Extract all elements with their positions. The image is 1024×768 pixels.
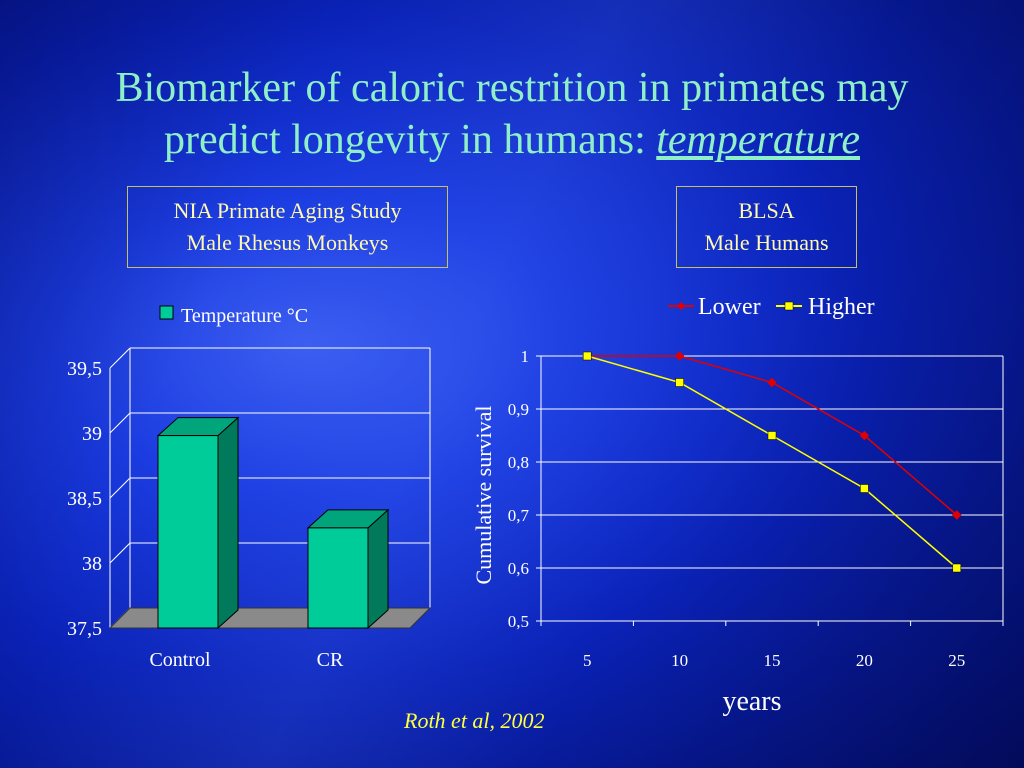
line-point-lower	[674, 351, 685, 361]
citation: Roth et al, 2002	[404, 708, 545, 733]
line-x-tick-label: 15	[764, 651, 781, 670]
slide-title: Biomarker of caloric restrition in prima…	[40, 62, 984, 166]
line-legend-higher-label: Higher	[808, 294, 875, 320]
left-box-line-1: NIA Primate Aging Study	[173, 198, 402, 223]
line-x-tick-label: 20	[856, 651, 873, 670]
bar-grid-side	[109, 477, 131, 499]
line-point-higher	[952, 563, 962, 573]
line-x-tick-label: 5	[583, 651, 592, 670]
line-point-higher	[675, 378, 684, 387]
bar-grid-side	[109, 412, 131, 434]
line-y-tick-label: 0,6	[508, 559, 529, 578]
bar-y-tick-label: 37,5	[67, 618, 102, 640]
bar-legend-swatch	[159, 305, 174, 320]
line-point-lower	[859, 430, 870, 441]
bar-x-tick-label: Control	[149, 649, 211, 671]
study-label-box-left: NIA Primate Aging Study Male Rhesus Monk…	[127, 186, 448, 268]
line-point-lower	[952, 510, 962, 520]
study-label-box-right: BLSA Male Humans	[676, 186, 857, 268]
bar-y-tick-label: 38	[82, 553, 102, 575]
line-legend-lower-marker	[677, 302, 685, 310]
line-point-higher	[767, 431, 777, 440]
line-y-tick-label: 0,8	[508, 453, 529, 472]
title-line-2: predict longevity in humans: temperature	[40, 114, 984, 166]
bar	[307, 527, 369, 629]
bar	[157, 435, 219, 629]
bar-y-tick-label: 39	[82, 423, 102, 445]
line-legend-higher-marker	[784, 301, 794, 311]
line-y-axis-title: Cumulative survival	[471, 405, 496, 584]
line-x-tick-label: 10	[671, 651, 688, 670]
right-box-line-2: Male Humans	[704, 230, 829, 255]
bar-y-tick-label: 38,5	[67, 488, 102, 510]
bar-grid-side	[109, 347, 131, 369]
line-point-higher	[860, 484, 869, 493]
line-x-axis-title: years	[722, 686, 781, 717]
title-line-1: Biomarker of caloric restrition in prima…	[115, 65, 909, 111]
title-emphasis: temperature	[656, 117, 860, 163]
bar-y-tick-label: 39,5	[67, 358, 102, 380]
bar-legend-label: Temperature °C	[181, 305, 308, 327]
line-point-lower	[767, 377, 777, 388]
title-line-2-prefix: predict longevity in humans:	[164, 117, 657, 163]
line-y-tick-label: 0,7	[508, 506, 530, 525]
right-box-line-1: BLSA	[738, 198, 795, 223]
line-x-tick-label: 25	[948, 651, 965, 670]
line-point-higher	[582, 351, 592, 361]
bar-x-tick-label: CR	[317, 649, 344, 671]
bar-grid-side	[109, 542, 131, 564]
left-box-line-2: Male Rhesus Monkeys	[186, 230, 389, 255]
line-y-tick-label: 0,9	[508, 400, 529, 419]
line-y-tick-label: 0,5	[508, 612, 529, 631]
line-legend-lower-label: Lower	[698, 294, 761, 320]
line-y-tick-label: 1	[521, 347, 530, 366]
